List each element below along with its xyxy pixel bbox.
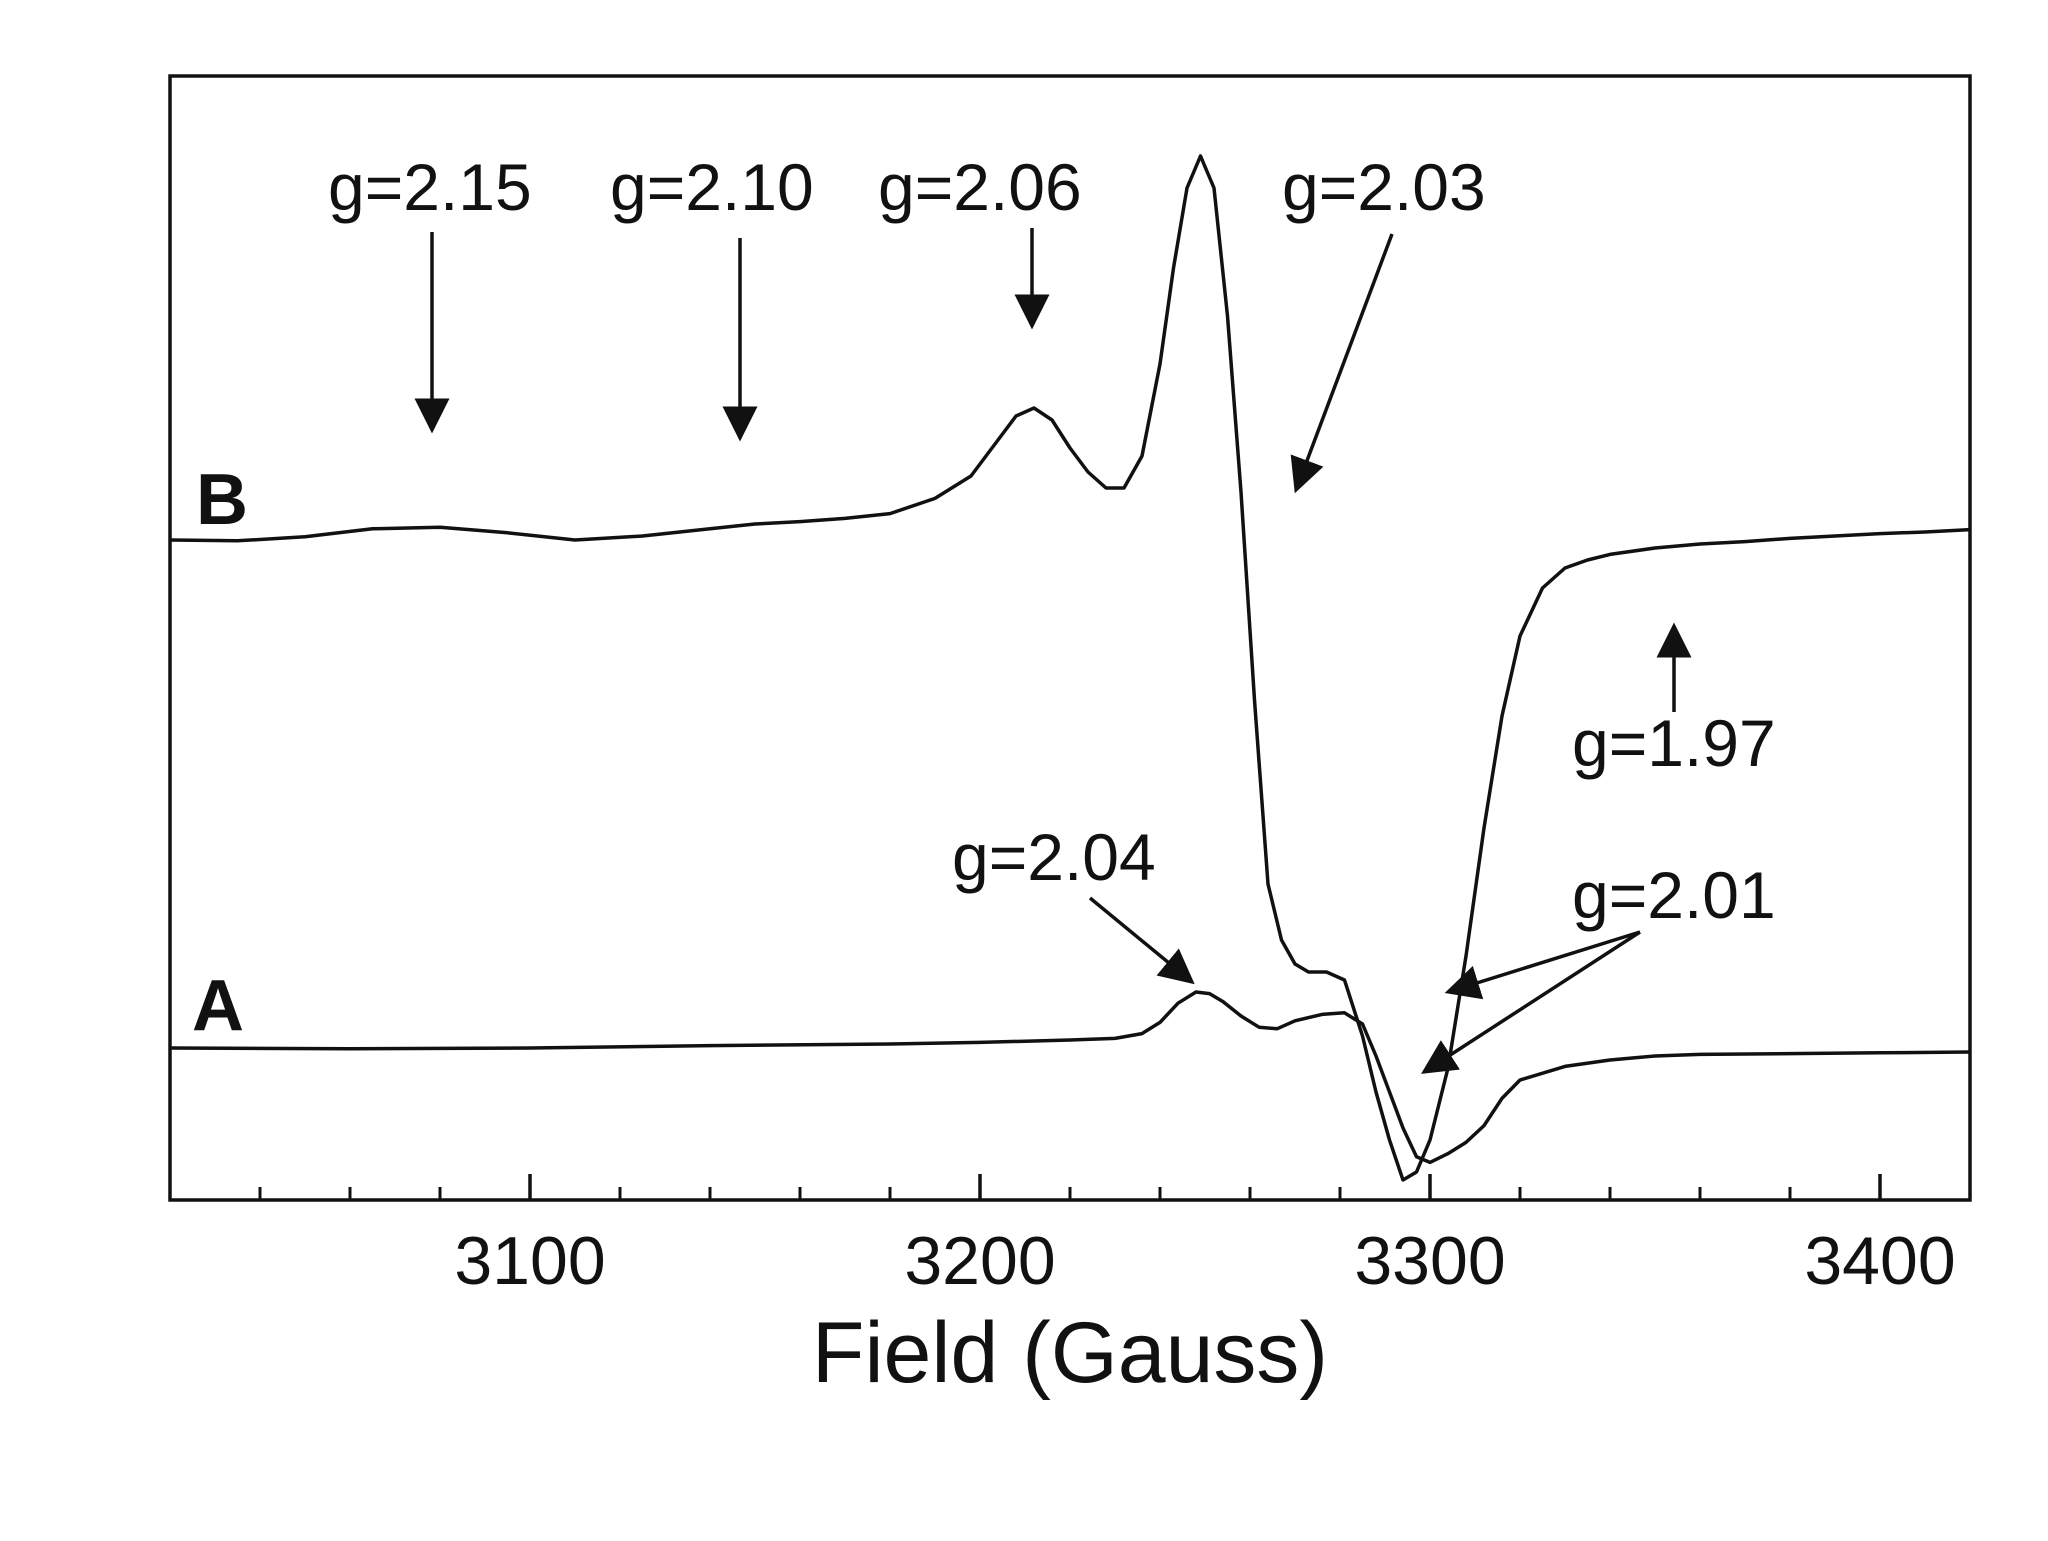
x-tick-label: 3400 [1804, 1223, 1955, 1299]
annotation-g206-label: g=2.06 [878, 150, 1082, 224]
trace-a-label: A [192, 966, 244, 1046]
x-tick-label: 3100 [454, 1223, 605, 1299]
annotation-g197-label: g=1.97 [1572, 706, 1776, 780]
trace-b-label: B [196, 460, 248, 540]
x-tick-label: 3200 [904, 1223, 1055, 1299]
x-axis-title: Field (Gauss) [812, 1305, 1328, 1401]
trace-a-line [169, 990, 1971, 1165]
plot-frame [168, 74, 1972, 1202]
annotation-g210-label: g=2.10 [610, 150, 814, 224]
annotation-g203-label: g=2.03 [1282, 150, 1486, 224]
x-tick-label: 3300 [1354, 1223, 1505, 1299]
x-axis-tick-labels: 3100 3200 3300 3400 [454, 1223, 1955, 1299]
annotation-g201-arrow-upper [1444, 930, 1641, 1000]
annotation-g204-arrow [1088, 896, 1195, 985]
annotation-g215-label: g=2.15 [328, 150, 532, 224]
annotation-g204-label: g=2.04 [952, 820, 1156, 894]
x-axis-ticks [258, 1174, 1882, 1200]
annotation-g201-label: g=2.01 [1572, 858, 1776, 932]
annotation-g203-arrow [1290, 233, 1394, 494]
trace-b-line [169, 154, 1971, 1182]
annotation-g201-arrow-lower [1421, 930, 1641, 1074]
